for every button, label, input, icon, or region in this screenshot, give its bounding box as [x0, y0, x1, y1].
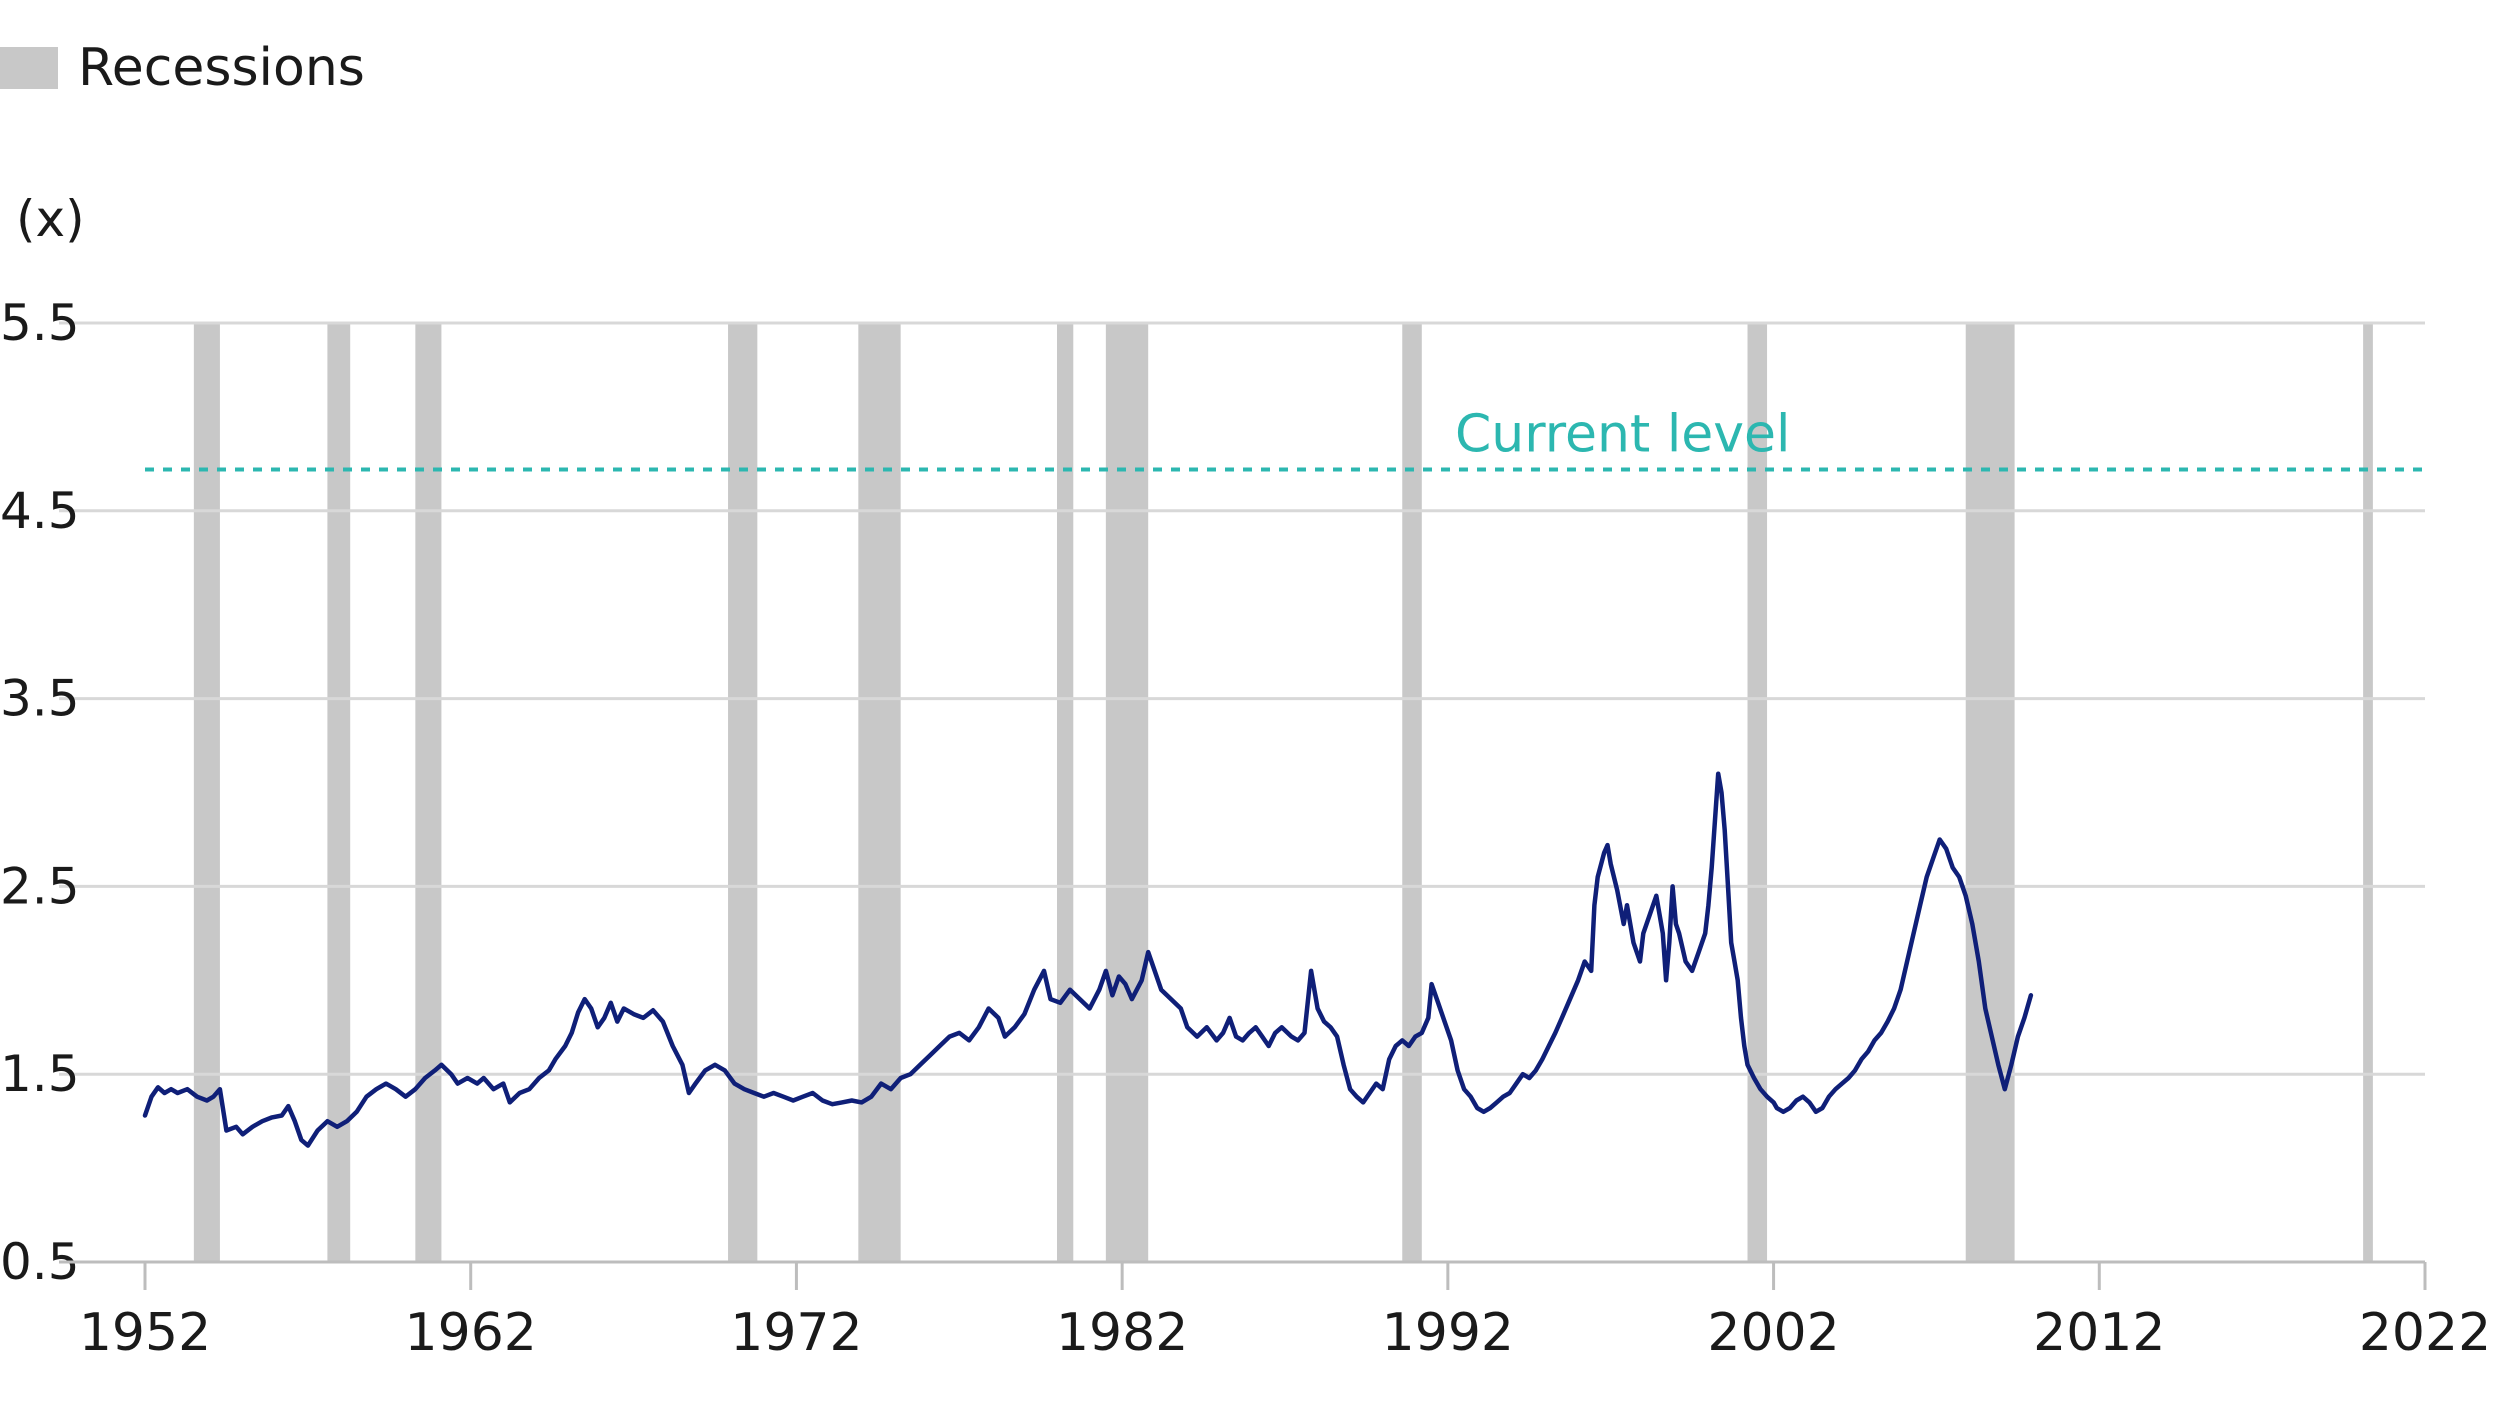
recession-band-5	[1057, 323, 1074, 1262]
recession-band-0	[193, 323, 220, 1262]
y-tick-label-4.5: 4.5	[0, 482, 80, 540]
reference-line-label: Current level	[1455, 404, 1791, 464]
recession-band-3	[728, 323, 758, 1262]
y-tick-label-3.5: 3.5	[0, 670, 80, 728]
y-axis-unit-label: (x)	[16, 190, 85, 248]
legend: Recessions	[0, 38, 365, 98]
recession-band-6	[1105, 323, 1149, 1262]
series-layer	[142, 771, 2034, 1148]
recession-band-9	[1965, 323, 2015, 1262]
gridlines	[59, 321, 2425, 1264]
recession-band-8	[1747, 323, 1768, 1262]
recession-band-4	[858, 323, 901, 1262]
x-tick-label-2022: 2022	[2359, 1303, 2491, 1363]
x-tick-label-1972: 1972	[730, 1303, 862, 1363]
x-tick-label-1962: 1962	[405, 1303, 537, 1363]
legend-swatch-recessions	[0, 47, 58, 89]
x-tick-label-1992: 1992	[1382, 1303, 1514, 1363]
recession-band-1	[327, 323, 351, 1262]
legend-label-recessions: Recessions	[78, 38, 365, 98]
x-tick-label-1982: 1982	[1056, 1303, 1188, 1363]
y-tick-label-5.5: 5.5	[0, 294, 80, 352]
recession-bands	[193, 323, 2373, 1262]
x-tick-label-2012: 2012	[2033, 1303, 2165, 1363]
recession-band-10	[2363, 323, 2373, 1262]
reference-line-layer: Current level	[145, 404, 2425, 472]
y-tick-label-2.5: 2.5	[0, 857, 80, 915]
x-tick-label-1952: 1952	[79, 1303, 211, 1363]
recession-band-7	[1402, 323, 1422, 1262]
x-tick-label-2002: 2002	[1707, 1303, 1839, 1363]
y-tick-label-1.5: 1.5	[0, 1045, 80, 1103]
series-line-0-0	[142, 771, 2034, 1148]
recession-band-2	[415, 323, 442, 1262]
